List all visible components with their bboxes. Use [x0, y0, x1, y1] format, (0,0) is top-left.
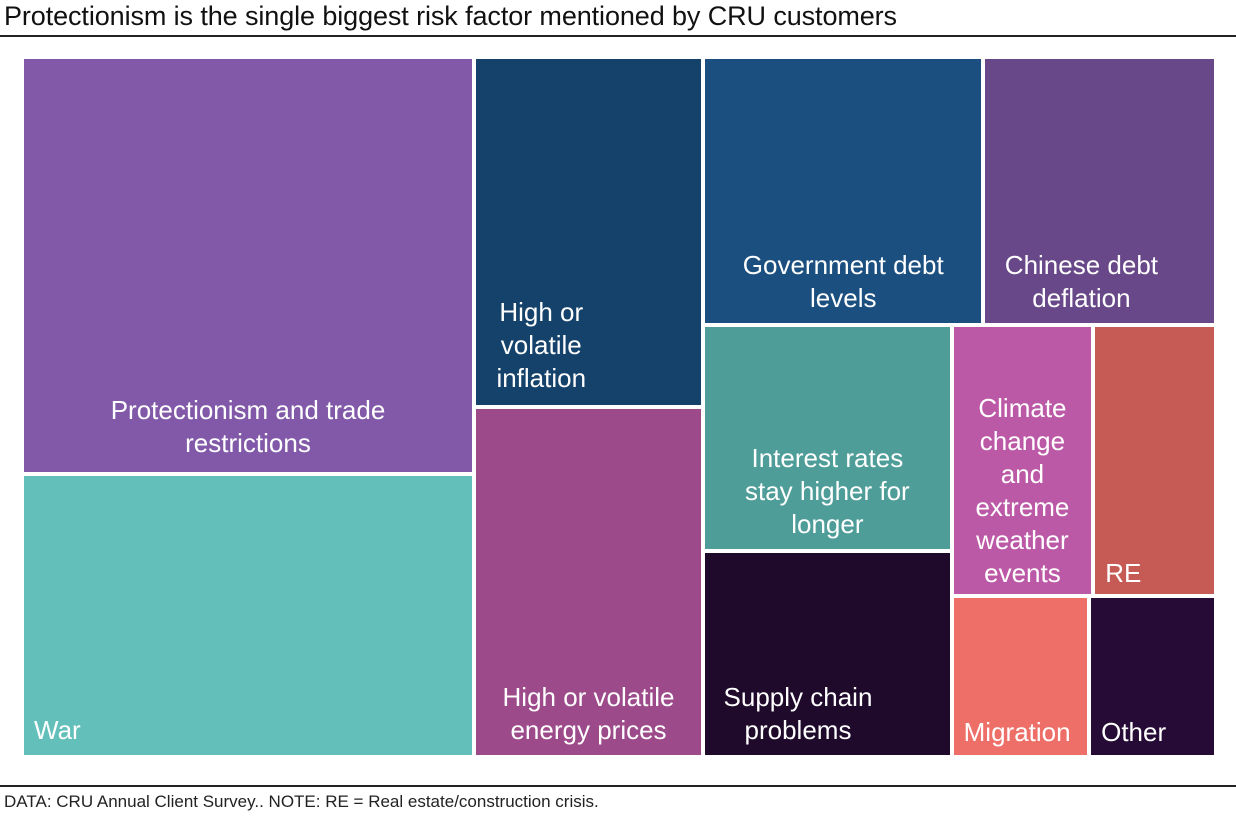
treemap-tile-re: RE: [1095, 326, 1214, 594]
treemap-plot: Protectionism and trade restrictions War H…: [22, 57, 1216, 757]
treemap-tile-interest-rates: Interest rates stay higher for longer: [705, 326, 950, 550]
treemap-label-gov-debt: Government debt levels: [742, 249, 944, 313]
treemap-tile-climate: Climate change and extreme weather event…: [953, 326, 1092, 594]
chart-title: Protectionism is the single biggest risk…: [4, 1, 897, 31]
treemap-tile-supply-chain: Supply chain problems: [705, 553, 950, 755]
treemap-label-re: RE: [1105, 557, 1142, 588]
treemap-label-other: Other: [1101, 716, 1167, 747]
treemap-tile-energy: High or volatile energy prices: [476, 409, 702, 755]
treemap-tile-war: War: [24, 475, 472, 755]
treemap-label-war: War: [34, 714, 81, 745]
treemap-tile-migration: Migration: [953, 597, 1088, 755]
treemap-tile-gov-debt: Government debt levels: [705, 59, 982, 323]
treemap-label-supply-chain: Supply chain problems: [723, 681, 873, 745]
treemap-tile-protectionism: Protectionism and trade restrictions: [24, 59, 472, 472]
treemap-label-inflation: High or volatile inflation: [496, 297, 587, 393]
footer-divider: [0, 785, 1236, 787]
treemap-label-climate: Climate change and extreme weather event…: [975, 392, 1070, 588]
treemap-label-migration: Migration: [963, 716, 1071, 747]
treemap-label-protectionism: Protectionism and trade restrictions: [110, 394, 386, 458]
treemap-tile-other: Other: [1091, 597, 1214, 755]
treemap-tile-inflation: High or volatile inflation: [476, 59, 702, 405]
treemap-label-chinese-debt: Chinese debt deflation: [1004, 249, 1159, 313]
treemap-label-energy: High or volatile energy prices: [502, 682, 675, 745]
treemap-label-interest-rates: Interest rates stay higher for longer: [744, 443, 910, 540]
title-divider: [0, 35, 1236, 37]
treemap-tile-chinese-debt: Chinese debt deflation: [985, 59, 1214, 323]
chart-footnote: DATA: CRU Annual Client Survey.. NOTE: R…: [4, 792, 599, 811]
